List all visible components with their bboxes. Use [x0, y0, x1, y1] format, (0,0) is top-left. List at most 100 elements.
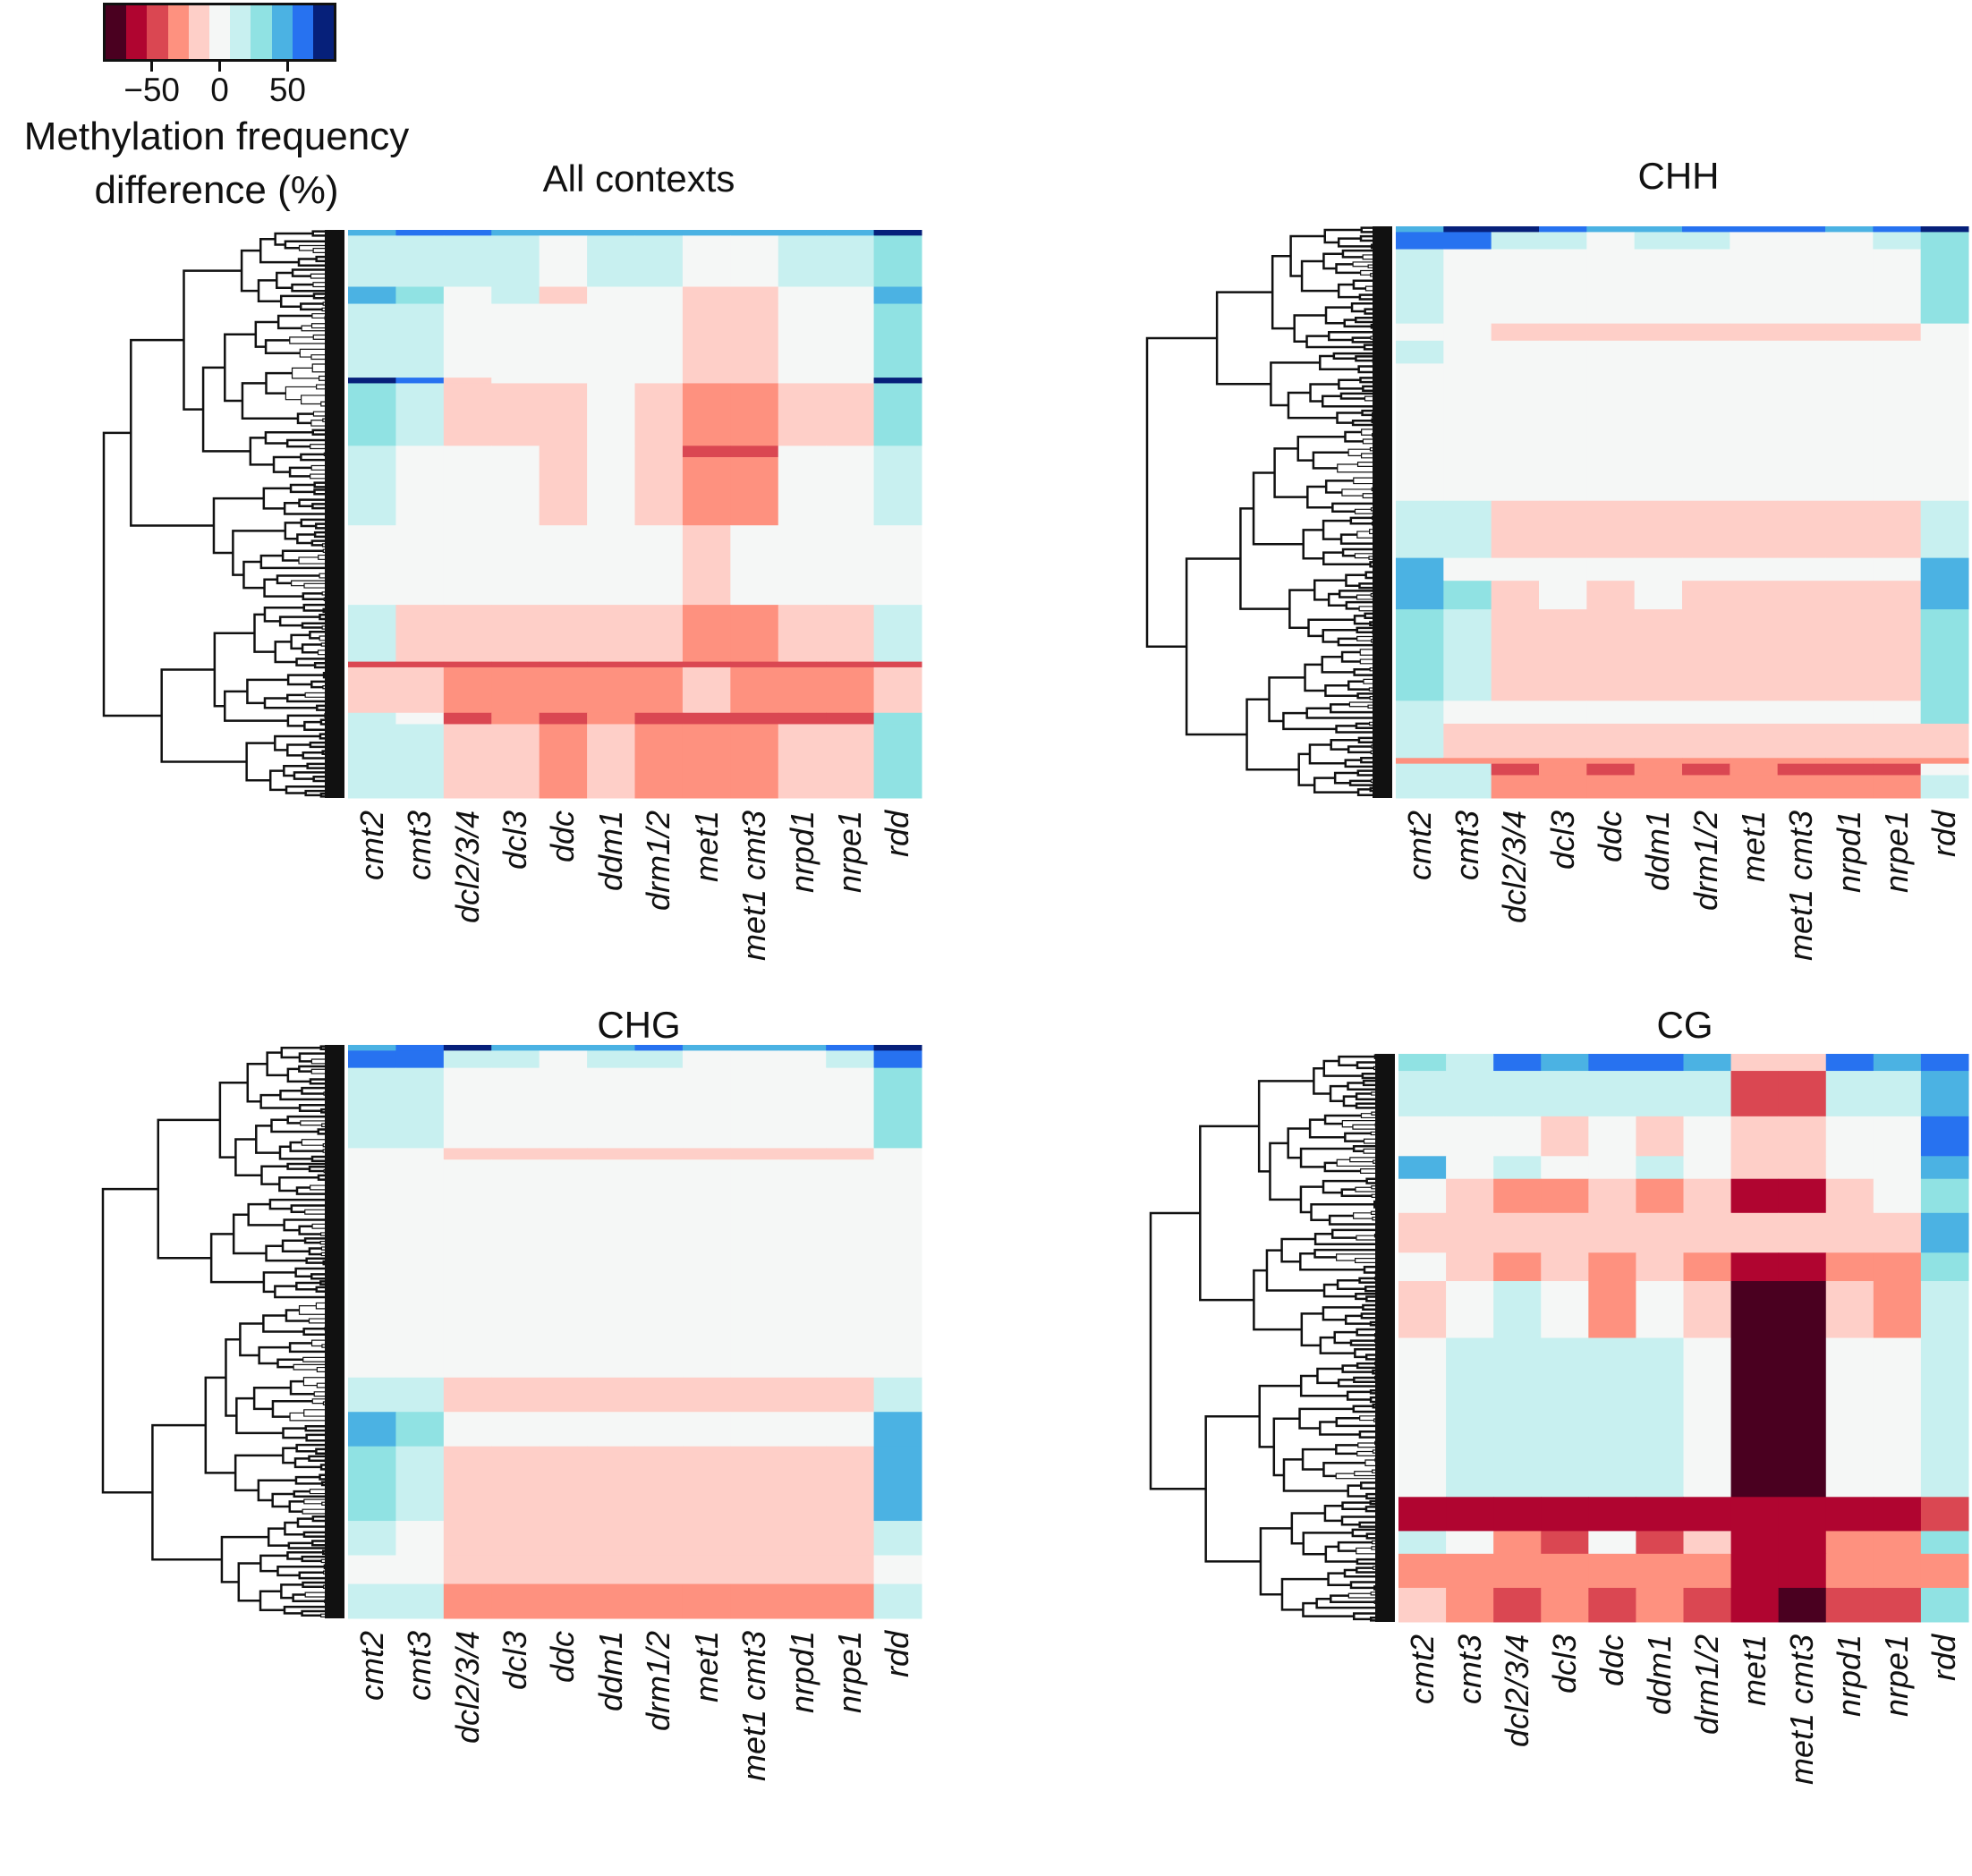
heatmap-cell — [1730, 775, 1779, 799]
heatmap-cell — [1682, 700, 1730, 725]
heatmap-cell — [873, 1412, 922, 1447]
column-label: cmt3 — [401, 811, 438, 881]
heatmap-cell — [1730, 1252, 1780, 1282]
heatmap-cell — [634, 1045, 684, 1051]
heatmap-cell — [348, 666, 396, 714]
heatmap-cell — [1634, 557, 1683, 581]
heatmap-cell — [1730, 1587, 1780, 1623]
dendrogram-branch — [295, 1443, 344, 1453]
dendrogram-branch — [1328, 1214, 1377, 1226]
heatmap-cell — [1778, 1212, 1827, 1253]
heatmap-cell — [1634, 758, 1683, 765]
column-label: drm1/2 — [1688, 1634, 1725, 1736]
heatmap-cell — [1920, 1156, 1969, 1180]
dendrogram-leaves — [1373, 226, 1392, 798]
dendrogram-branch — [281, 549, 324, 562]
dendrogram-branch — [1349, 1339, 1395, 1346]
dendrogram-branch — [284, 522, 302, 540]
heatmap-cell — [730, 446, 779, 458]
colorbar-bin — [251, 5, 272, 59]
heatmap-cell — [1586, 232, 1636, 250]
heatmap-cell — [348, 303, 396, 378]
heatmap-cell — [1636, 1281, 1684, 1338]
dendrogram-branch — [265, 371, 293, 395]
column-label: cmt3 — [1450, 1634, 1488, 1705]
dendrogram-branch — [1351, 336, 1392, 344]
heatmap-cell — [539, 1050, 588, 1069]
heatmap-cell — [1873, 1054, 1922, 1072]
heatmap-cell — [1398, 1116, 1447, 1157]
heatmap-cell — [1541, 1252, 1589, 1282]
heatmap-cell — [1825, 775, 1874, 799]
heatmap-cell — [1777, 763, 1826, 776]
heatmap-cell — [873, 457, 922, 526]
heatmap — [348, 230, 922, 799]
heatmap-cell — [682, 230, 731, 236]
heatmap-cell — [1396, 581, 1444, 610]
dendrogram-branch — [291, 268, 329, 277]
dendrogram-leaves — [1375, 1054, 1395, 1622]
heatmap-cell — [682, 446, 731, 458]
heatmap-cell — [1920, 763, 1969, 776]
dendrogram-branch — [286, 743, 310, 757]
heatmap-cell — [1873, 500, 1922, 559]
column-label: nrpe1 — [830, 811, 868, 894]
dendrogram-branch — [301, 1139, 333, 1146]
heatmap-cell — [873, 1446, 922, 1522]
heatmap-cell — [730, 1148, 779, 1160]
dendrogram-branch — [1340, 650, 1361, 663]
dendrogram-branch — [259, 1554, 288, 1573]
dendrogram-branch — [1349, 516, 1373, 525]
heatmap-cell — [539, 446, 588, 458]
heatmap-cell — [1920, 1071, 1969, 1117]
heatmap-cell — [1873, 1156, 1922, 1180]
heatmap-cell — [539, 230, 588, 236]
heatmap-cell — [1730, 1337, 1780, 1498]
heatmap-cell — [1588, 1178, 1636, 1214]
heatmap-cell — [1491, 700, 1540, 725]
heatmap-cell — [826, 605, 875, 663]
dendrogram-branch — [258, 1345, 291, 1365]
heatmap-cell — [1634, 226, 1683, 233]
heatmap-cell — [443, 666, 492, 714]
heatmap-cell — [826, 378, 875, 384]
heatmap-cell — [1730, 1553, 1780, 1589]
dendrogram-branch — [1288, 589, 1315, 630]
dendrogram-leaves — [325, 230, 344, 798]
heatmap-cell — [1443, 226, 1492, 233]
heatmap-cell — [1682, 723, 1730, 759]
column-label: met1 — [1736, 1634, 1773, 1707]
dendrogram-branch — [1272, 1417, 1300, 1477]
heatmap-cell — [1539, 500, 1587, 559]
heatmap-cell — [730, 1555, 779, 1585]
dendrogram-branch — [1312, 451, 1349, 470]
heatmap-cell — [778, 1067, 827, 1149]
heatmap-cell — [682, 1148, 731, 1160]
colorbar-bin — [208, 5, 231, 59]
column-label: nrpd1 — [1831, 1634, 1868, 1718]
heatmap-cell — [730, 1050, 779, 1069]
heatmap-cell — [1825, 500, 1874, 559]
heatmap-cell — [873, 1377, 922, 1413]
heatmap-cell — [730, 666, 779, 714]
heatmap-cell — [873, 1521, 922, 1556]
heatmap-cell — [539, 724, 588, 799]
dendrogram-branch — [1335, 1473, 1395, 1480]
heatmap-cell — [587, 1446, 635, 1522]
dendrogram-branch — [1215, 291, 1273, 386]
dendrogram-branch — [282, 1447, 297, 1464]
dendrogram-branch — [292, 1593, 325, 1603]
heatmap-cell — [491, 446, 540, 458]
colorbar-bin — [312, 5, 335, 59]
heatmap-cell — [587, 1521, 635, 1556]
heatmap-cell — [1683, 1337, 1732, 1498]
heatmap-cell — [1683, 1054, 1732, 1072]
column-label: cmt2 — [353, 811, 390, 881]
heatmap-cell — [491, 1148, 540, 1160]
dendrogram-branch — [1327, 592, 1347, 607]
dendrogram-branch — [288, 466, 312, 478]
heatmap-cell — [1586, 500, 1636, 559]
column-label: ddc — [1593, 1634, 1630, 1687]
heatmap-cell — [1825, 1156, 1874, 1180]
heatmap-cell — [1873, 775, 1922, 799]
